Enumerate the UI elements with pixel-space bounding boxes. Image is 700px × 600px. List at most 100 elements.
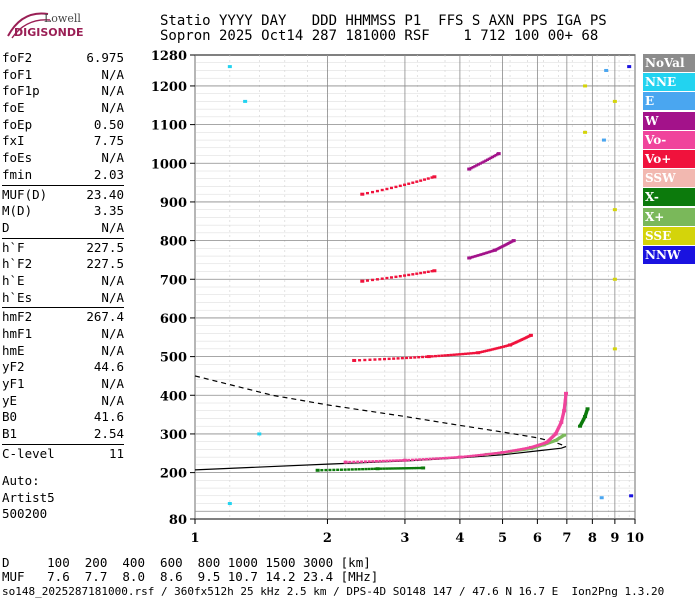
echo-trace-vo- <box>452 353 456 356</box>
legend-item-x-: X+ <box>643 207 695 226</box>
param-name: C-level <box>2 445 55 461</box>
echo-trace-vo- <box>501 345 505 348</box>
param-value: 44.6 <box>93 359 124 375</box>
echo-trace-x- <box>409 466 413 470</box>
header-line-1: Statio YYYY DAY DDD HHMMSS P1 FFS S AXN … <box>160 13 607 29</box>
y-tick-label: 900 <box>160 196 187 211</box>
echo-trace-vo- <box>464 352 468 356</box>
echo-trace-vo- <box>482 350 486 353</box>
echo-trace-vo- <box>485 453 489 456</box>
param-value: 41.6 <box>93 409 124 425</box>
echo-trace-vo- <box>502 450 506 454</box>
y-tick-label: 200 <box>160 467 187 482</box>
param-row: hmF2 267.4 <box>2 309 124 326</box>
echo-trace-vo- <box>499 451 503 454</box>
echo-trace-vo- <box>403 459 407 462</box>
param-value: N/A <box>101 289 124 305</box>
echo-trace-vo- <box>367 460 371 463</box>
y-tick-label: 1100 <box>151 119 187 134</box>
data-point-vo- <box>432 269 437 273</box>
param-name: yF1 <box>2 376 25 392</box>
echo-trace-vo- <box>441 456 445 460</box>
param-name: D <box>2 219 10 235</box>
echo-trace-vo- <box>363 460 367 463</box>
echo-trace-vo- <box>528 334 532 337</box>
echo-trace-vo- <box>380 277 384 280</box>
echo-trace-vo- <box>403 274 407 277</box>
echo-trace-vo- <box>348 460 352 464</box>
echo-trace-w <box>484 159 488 162</box>
param-row: foEp 0.50 <box>2 117 124 134</box>
echo-trace-vo- <box>371 460 375 463</box>
echo-trace-vo- <box>396 357 400 360</box>
echo-trace-x- <box>364 467 368 471</box>
param-row: D N/A <box>2 220 124 237</box>
param-value: N/A <box>101 392 124 408</box>
echo-trace-vo- <box>466 352 470 355</box>
echo-trace-vo- <box>400 356 404 360</box>
y-tick-label: 300 <box>160 428 187 443</box>
echo-trace-vo- <box>472 351 476 355</box>
data-point-vo- <box>432 175 437 179</box>
echo-trace-w <box>475 164 479 167</box>
echo-trace-vo- <box>407 458 411 462</box>
echo-trace-vo- <box>398 184 402 188</box>
echo-trace-vo- <box>449 353 453 357</box>
echo-trace-vo- <box>363 358 367 362</box>
y-tick-label: 80 <box>169 513 187 528</box>
echo-trace-w <box>483 252 487 255</box>
legend-item-nne: NNE <box>643 73 695 92</box>
param-row: foF2 6.975 <box>2 50 124 67</box>
echo-trace-vo- <box>505 344 509 347</box>
param-row: foF1p N/A <box>2 83 124 100</box>
param-value: 11 <box>108 445 124 461</box>
params-separator <box>2 443 124 445</box>
legend-item-x-: X- <box>643 188 695 207</box>
echo-trace-x- <box>585 407 589 411</box>
param-name: h`Es <box>2 289 33 305</box>
echo-trace-vo- <box>453 456 457 459</box>
data-point-sse <box>583 84 588 88</box>
param-row: foE N/A <box>2 100 124 117</box>
echo-trace-w <box>482 160 486 163</box>
echo-trace-vo- <box>518 448 522 451</box>
param-row: yF2 44.6 <box>2 359 124 376</box>
param-row: B0 41.6 <box>2 409 124 426</box>
param-value: 6.975 <box>86 50 124 65</box>
echo-trace-vo- <box>392 357 396 360</box>
echo-trace-vo- <box>415 272 419 275</box>
echo-trace-vo- <box>506 450 510 453</box>
echo-trace-x- <box>562 434 566 437</box>
echo-trace-x- <box>374 467 378 470</box>
echo-trace-vo- <box>520 447 524 451</box>
distance-row: D 100 200 400 600 800 1000 1500 3000 [km… <box>2 555 371 570</box>
echo-trace-x- <box>354 468 358 471</box>
data-point-nne <box>227 65 232 69</box>
param-name: foF2 <box>2 50 33 65</box>
param-row: M(D) 3.35 <box>2 203 124 220</box>
echo-trace-w <box>487 157 491 161</box>
y-tick-label: 400 <box>160 389 187 404</box>
echo-trace-x- <box>388 467 392 470</box>
echo-trace-vo- <box>430 269 434 273</box>
echo-trace-vo- <box>472 454 476 457</box>
param-name: B0 <box>2 409 18 425</box>
echo-trace-vo- <box>398 274 402 278</box>
param-row: yE N/A <box>2 393 124 410</box>
param-value: 227.5 <box>86 256 124 272</box>
echo-trace-vo- <box>378 358 382 361</box>
param-value: 3.35 <box>93 203 124 219</box>
echo-trace-w <box>470 255 474 259</box>
data-point-sse <box>612 347 617 351</box>
echo-trace-w <box>489 156 493 160</box>
param-name: M(D) <box>2 203 33 219</box>
echo-trace-vo- <box>486 349 490 352</box>
echo-trace-vo- <box>356 460 360 464</box>
echo-trace-vo- <box>480 453 484 457</box>
echo-trace-x- <box>336 468 340 472</box>
echo-trace-vo- <box>365 279 369 282</box>
echo-trace-x- <box>328 468 332 472</box>
echo-trace-w <box>469 256 473 259</box>
echo-trace-x- <box>393 467 397 470</box>
